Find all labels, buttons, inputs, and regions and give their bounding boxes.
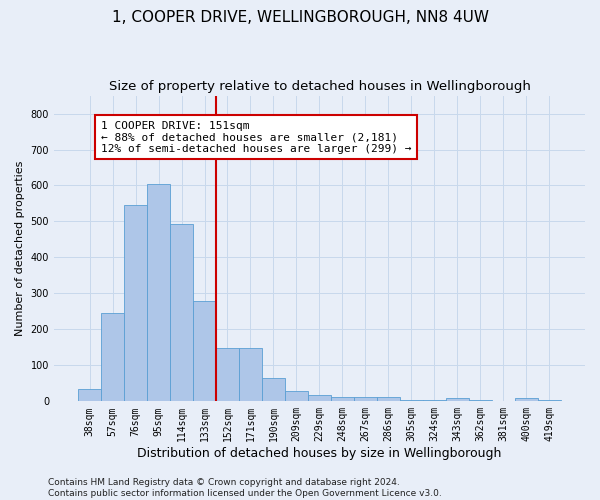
Bar [170, 224, 193, 402]
Bar [423, 400, 446, 402]
Bar [124, 206, 147, 402]
Bar [377, 397, 400, 402]
Bar [446, 398, 469, 402]
Bar [147, 184, 170, 402]
Bar [331, 396, 354, 402]
Bar [308, 395, 331, 402]
Bar [285, 390, 308, 402]
Y-axis label: Number of detached properties: Number of detached properties [15, 161, 25, 336]
Bar [354, 397, 377, 402]
Bar [193, 302, 216, 402]
Bar [78, 390, 101, 402]
Bar [239, 348, 262, 402]
Bar [492, 400, 515, 402]
Text: Contains HM Land Registry data © Crown copyright and database right 2024.
Contai: Contains HM Land Registry data © Crown c… [48, 478, 442, 498]
Text: 1, COOPER DRIVE, WELLINGBOROUGH, NN8 4UW: 1, COOPER DRIVE, WELLINGBOROUGH, NN8 4UW [112, 10, 488, 25]
Bar [538, 400, 561, 402]
Bar [216, 348, 239, 402]
Title: Size of property relative to detached houses in Wellingborough: Size of property relative to detached ho… [109, 80, 530, 93]
Bar [101, 313, 124, 402]
Bar [400, 400, 423, 402]
Text: 1 COOPER DRIVE: 151sqm
← 88% of detached houses are smaller (2,181)
12% of semi-: 1 COOPER DRIVE: 151sqm ← 88% of detached… [101, 120, 412, 154]
Bar [469, 400, 492, 402]
X-axis label: Distribution of detached houses by size in Wellingborough: Distribution of detached houses by size … [137, 447, 502, 460]
Bar [515, 398, 538, 402]
Bar [262, 378, 285, 402]
